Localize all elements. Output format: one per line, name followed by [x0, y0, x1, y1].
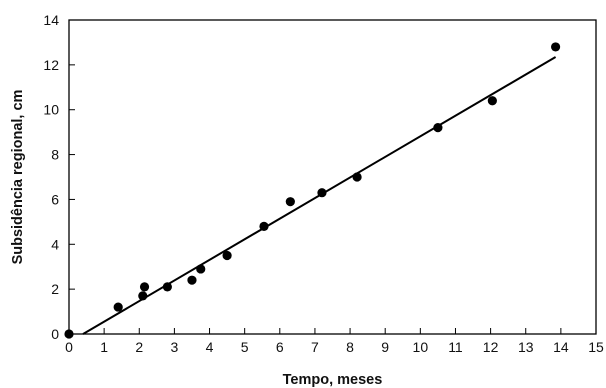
y-tick-label: 14 — [43, 12, 59, 28]
data-point — [550, 42, 561, 52]
x-tick-label: 12 — [483, 339, 499, 355]
x-tick-label: 9 — [381, 339, 389, 355]
x-tick-label: 15 — [588, 339, 604, 355]
data-point — [196, 264, 206, 274]
data-point — [64, 329, 74, 339]
y-axis-ticks: 0 2 4 6 8 10 12 14 — [43, 12, 75, 342]
x-tick-label: 0 — [65, 339, 73, 355]
x-tick-label: 14 — [553, 339, 569, 355]
x-tick-label: 11 — [448, 339, 463, 355]
data-point — [433, 123, 443, 133]
x-tick-label: 13 — [518, 339, 534, 355]
data-points — [64, 42, 561, 339]
y-tick-label: 12 — [43, 57, 59, 73]
data-point — [162, 282, 172, 292]
y-tick-label: 10 — [43, 102, 59, 118]
x-tick-label: 2 — [135, 339, 143, 355]
x-axis-ticks: 0 1 2 3 4 5 6 7 8 9 10 11 12 13 14 15 — [65, 328, 604, 355]
plot-border — [68, 19, 597, 335]
data-point — [352, 172, 362, 182]
data-point — [259, 221, 269, 231]
x-tick-label: 8 — [346, 339, 354, 355]
x-tick-label: 3 — [171, 339, 179, 355]
y-tick-label: 6 — [51, 191, 59, 207]
plot-frame — [68, 19, 597, 335]
y-tick-label: 8 — [51, 147, 59, 163]
data-point — [487, 96, 497, 106]
data-point — [138, 291, 148, 301]
x-tick-label: 1 — [100, 339, 108, 355]
y-tick-label: 4 — [51, 236, 59, 252]
data-point — [317, 188, 327, 198]
data-point — [139, 282, 150, 292]
data-point — [113, 302, 123, 312]
x-tick-label: 7 — [311, 339, 319, 355]
x-tick-label: 5 — [241, 339, 249, 355]
x-tick-label: 4 — [206, 339, 214, 355]
y-axis-title: Subsidência regional, cm — [10, 90, 26, 265]
x-axis-title: Tempo, meses — [283, 372, 383, 388]
data-point — [187, 275, 197, 285]
x-tick-label: 6 — [276, 339, 284, 355]
data-point — [285, 197, 295, 207]
y-tick-label: 2 — [51, 281, 59, 297]
x-tick-label: 10 — [413, 339, 429, 355]
y-tick-label: 0 — [51, 326, 59, 342]
data-point — [222, 250, 232, 261]
